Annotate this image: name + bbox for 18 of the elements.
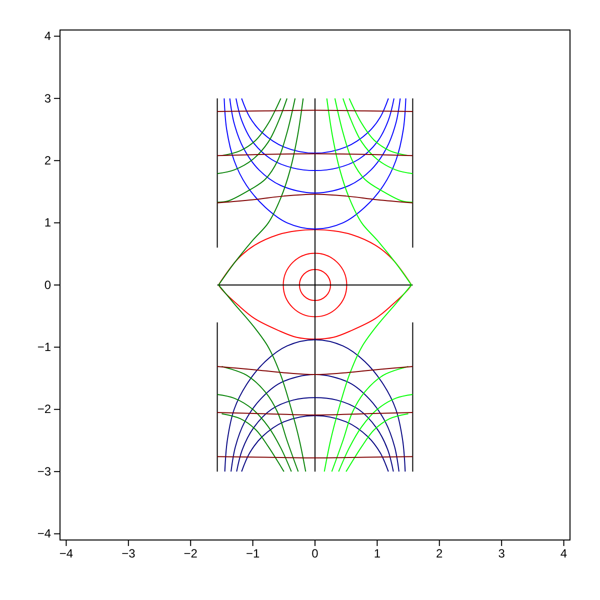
- x-tick-label: −3: [122, 546, 136, 561]
- x-tick-label: 2: [436, 546, 444, 561]
- x-tick-label: 1: [374, 546, 381, 561]
- y-tick-label: 1: [44, 216, 52, 230]
- y-tick-label: −4: [37, 526, 52, 541]
- x-tick-label: −1: [246, 546, 260, 561]
- y-tick-label: 0: [44, 278, 52, 292]
- x-tick-label: 0: [312, 546, 319, 561]
- y-tick-label: 3: [44, 91, 52, 106]
- y-tick-label: 4: [44, 29, 52, 44]
- y-tick-label: 2: [44, 153, 52, 168]
- x-tick-label: −2: [184, 546, 198, 561]
- y-tick-label: −2: [37, 402, 52, 416]
- x-tick-label: −4: [59, 546, 74, 561]
- y-tick-label: −3: [37, 464, 52, 478]
- x-tick-label: 4: [560, 546, 568, 561]
- x-tick-label: 3: [498, 546, 506, 561]
- y-tick-label: −1: [37, 340, 52, 354]
